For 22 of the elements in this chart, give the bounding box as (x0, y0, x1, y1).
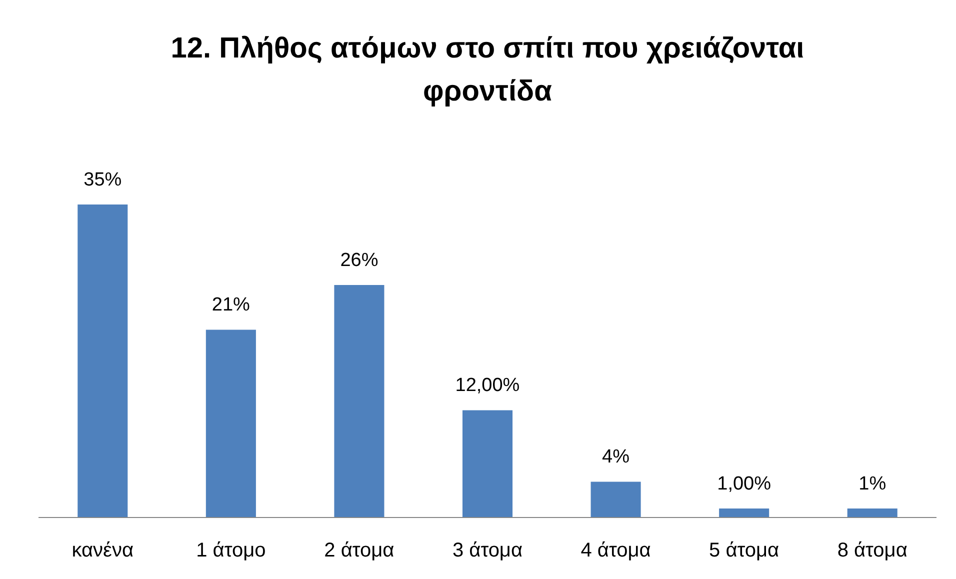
data-label: 26% (340, 250, 378, 272)
data-label: 1,00% (717, 474, 772, 495)
x-tick-label: κανένα (72, 540, 134, 562)
x-tick-label: 1 άτομο (196, 540, 266, 562)
bar (847, 508, 898, 518)
data-label: 1% (858, 474, 886, 495)
data-label: 35% (84, 170, 122, 191)
chart-title: 12. Πλήθος ατόμων στο σπίτι που χρειάζονται φροντίδα (170, 32, 804, 108)
data-label: 12,00% (455, 375, 520, 396)
bar (78, 204, 128, 518)
x-tick-label: 2 άτομα (324, 540, 394, 562)
data-label: 21% (212, 294, 250, 316)
bar (334, 285, 384, 518)
bar (719, 508, 770, 518)
x-tick-label: 5 άτομα (709, 540, 780, 562)
x-tick-label: 4 άτομα (580, 540, 651, 562)
bar (206, 330, 256, 518)
bar (590, 482, 641, 518)
x-tick-label: 3 άτομα (452, 540, 523, 562)
x-tick-label: 8 άτομα (837, 540, 908, 562)
bar (462, 410, 513, 518)
data-label: 4% (602, 446, 630, 468)
